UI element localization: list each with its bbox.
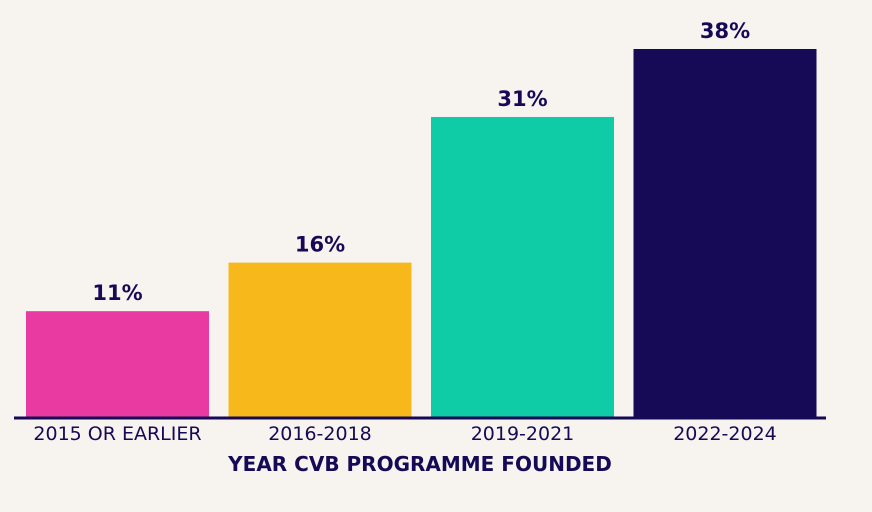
x-tick-label-3: 2019-2021 xyxy=(471,423,575,445)
bar-1 xyxy=(26,311,209,418)
x-tick-label-1: 2015 OR EARLIER xyxy=(33,423,201,445)
tick-labels-group: 2015 OR EARLIER 2016-2018 2019-2021 2022-20… xyxy=(33,423,776,445)
bars-group xyxy=(26,49,817,418)
bar-4 xyxy=(633,49,817,418)
x-tick-label-4: 2022-2024 xyxy=(673,423,777,445)
x-tick-label-2: 2016-2018 xyxy=(268,423,372,445)
value-label-2: 16% xyxy=(295,233,345,257)
value-label-1: 11% xyxy=(92,281,142,305)
x-axis-title: YEAR CVB PROGRAMME FOUNDED xyxy=(227,452,612,476)
value-label-4: 38% xyxy=(700,19,750,43)
value-label-3: 31% xyxy=(497,87,547,111)
bar-3 xyxy=(431,116,614,418)
value-labels-group: 11% 16% 31% 38% xyxy=(92,19,750,305)
bar-2 xyxy=(228,262,412,418)
